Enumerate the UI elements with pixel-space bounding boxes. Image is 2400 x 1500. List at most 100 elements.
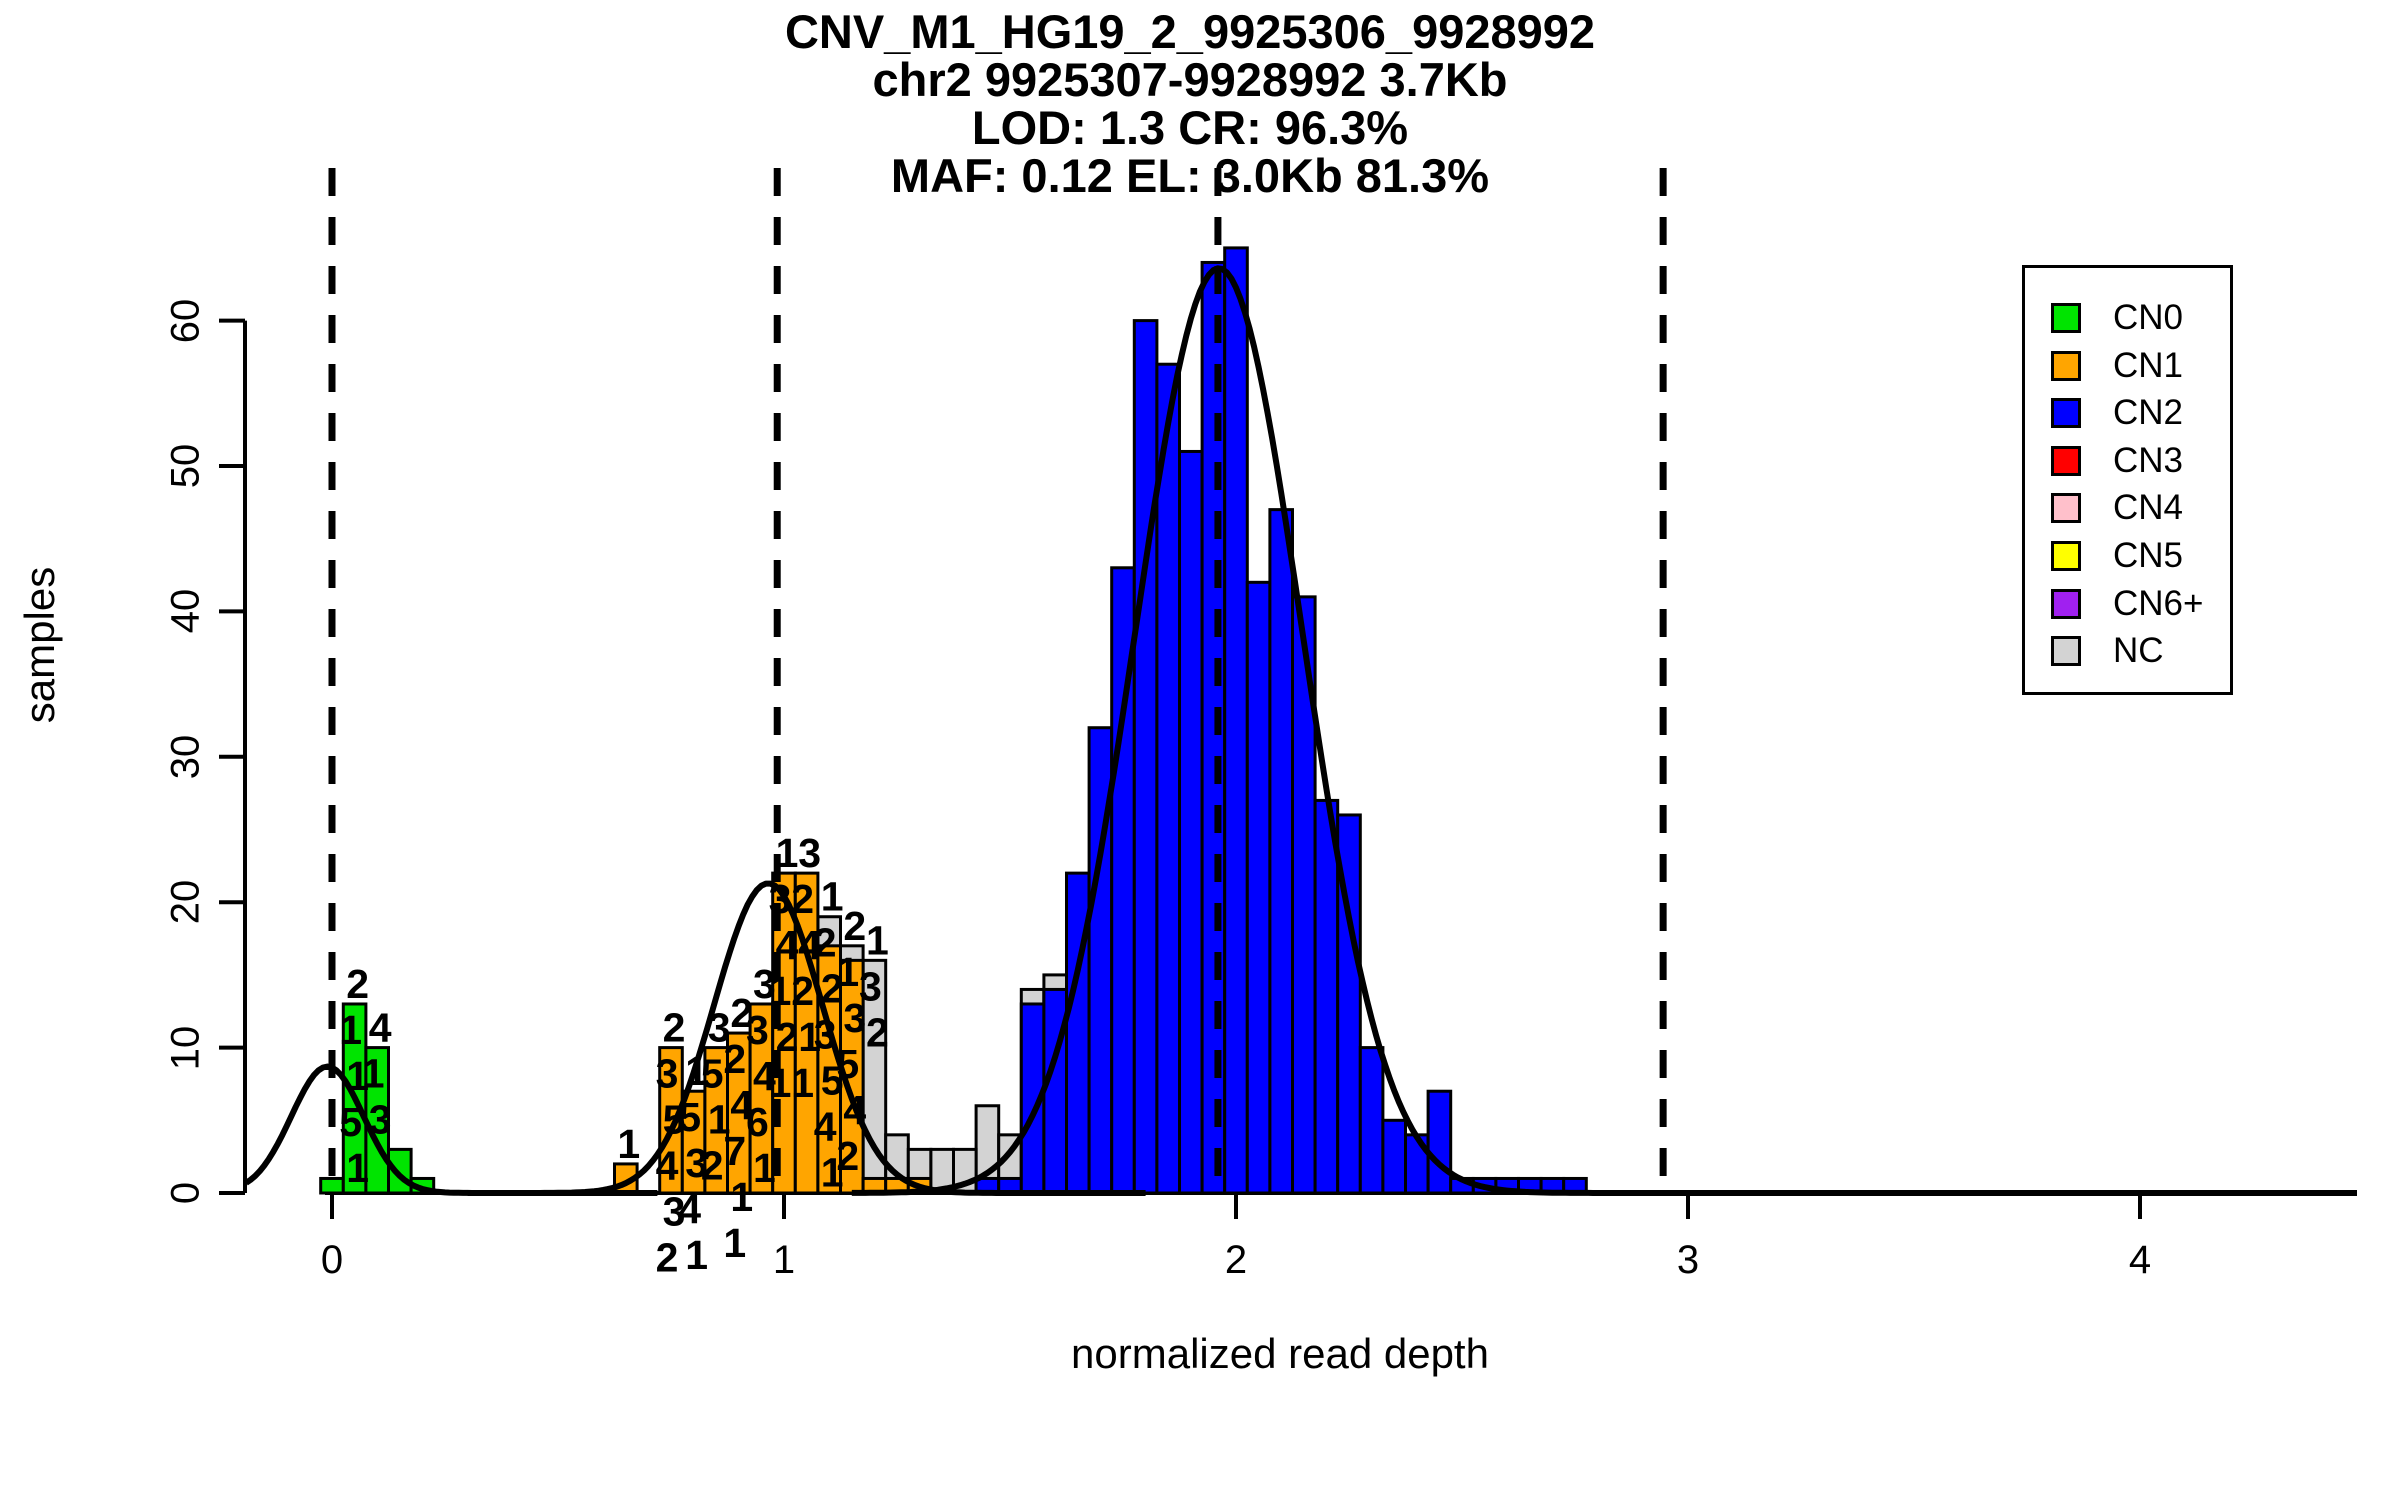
legend-swatch-CN2-icon [2051, 398, 2081, 429]
legend-label: CN3 [2113, 440, 2184, 480]
bar-count-label: 3 [859, 963, 882, 1009]
y-tick-label-40: 40 [163, 589, 208, 634]
bar-count-label: 4 [776, 922, 799, 968]
bar-count-label: 1 [617, 1121, 640, 1167]
y-tick-label-20: 20 [163, 879, 208, 925]
density-curves [244, 265, 2357, 1196]
bar-count-label: 1 [339, 1007, 362, 1053]
bar-count-label: 4 [843, 1087, 866, 1133]
bar-count-label: 7 [723, 1128, 746, 1174]
bar-count-label: 2 [723, 1036, 746, 1082]
bar-count-label: 2 [843, 903, 866, 949]
bar-count-label: 2 [663, 1005, 686, 1051]
x-tick-label-4: 4 [2128, 1238, 2152, 1282]
bar-count-label: 3 [656, 1051, 679, 1097]
histogram-bar-CN0 [319, 1176, 345, 1195]
bar-count-label: 3 [708, 1005, 731, 1051]
legend-label: CN4 [2113, 488, 2184, 528]
x-axis-label: normalized read depth [1071, 1330, 1489, 1377]
histogram-bar-CN2 [1336, 813, 1362, 1195]
bar-count-label: 1 [798, 1014, 821, 1060]
legend-swatch-CN0-icon [2051, 303, 2081, 333]
bar-count-label: 5 [821, 1058, 844, 1104]
histogram-bar-CN2 [1132, 319, 1159, 1195]
bar-count-label: 5 [836, 1041, 859, 1087]
legend-swatch-CN5-icon [2051, 541, 2081, 571]
bar-count-label: 1 [836, 949, 859, 995]
bar-count-label: 5 [678, 1094, 701, 1140]
legend-item-NC: NC [2025, 627, 2230, 675]
legend-item-CN3: CN3 [2025, 437, 2230, 485]
y-tick-label-30: 30 [163, 734, 208, 780]
bar-count-label: 1 [769, 968, 792, 1014]
bar-count-label: 2 [346, 961, 369, 1007]
x-tick-label-1: 1 [772, 1238, 796, 1282]
bar-count-label: 2 [821, 966, 844, 1012]
bar-count-label: 3 [685, 1140, 708, 1186]
histogram-bar-CN2 [1178, 449, 1204, 1195]
legend-item-CN0: CN0 [2025, 294, 2230, 342]
bar-count-label: 1 [821, 874, 844, 920]
chart-title-line4: MAF: 0.12 EL: 3.0Kb 81.3% [890, 149, 1490, 202]
bar-count-label: 1 [769, 1060, 792, 1106]
bar-count-label: 4 [369, 1005, 392, 1051]
histogram-bar-CN2 [1268, 508, 1295, 1195]
histogram-bar-CN2 [1155, 362, 1182, 1195]
histogram-bars [319, 246, 1588, 1195]
bar-count-label: 3 [769, 876, 792, 922]
chart-title-line1: CNV_M1_HG19_2_9925306_9928992 [784, 5, 1596, 58]
legend-label: NC [2113, 631, 2164, 671]
bar-count-label: 3 [814, 1012, 837, 1058]
histogram-bar-CN2 [1245, 580, 1272, 1195]
bar-count-label: 6 [746, 1099, 769, 1145]
bar-count-label: 3 [746, 1007, 769, 1053]
legend-item-CN5: CN5 [2025, 532, 2230, 580]
density-curve-CN1 [467, 880, 1146, 1196]
legend-label: CN0 [2113, 298, 2184, 337]
bar-count-label: 3 [798, 830, 821, 876]
bar-count-label: 1 [753, 1145, 776, 1191]
y-axis-label: samples [16, 566, 63, 724]
histogram-bar-CN2 [1223, 246, 1249, 1195]
bar-count-label: 2 [814, 920, 837, 966]
legend-swatch-CN4-icon [2051, 493, 2081, 524]
bar-count-label: 4 [730, 1082, 753, 1128]
bar-count-label: 1 [685, 1048, 708, 1094]
bar-count-label: 4 [678, 1186, 701, 1232]
legend-item-CN1: CN1 [2025, 342, 2230, 390]
legend-item-CN6+: CN6+ [2025, 580, 2230, 628]
density-curve-CN2 [851, 265, 2357, 1196]
bar-count-label: 2 [730, 990, 753, 1036]
legend-label: CN6+ [2113, 583, 2204, 623]
bar-count-label: 4 [798, 922, 821, 968]
bar-count-label: 3 [369, 1097, 392, 1143]
bar-count-label: 2 [776, 1014, 799, 1060]
bar-count-label: 3 [663, 1189, 686, 1235]
bar-count-label: 4 [656, 1143, 679, 1189]
bar-count-label: 3 [753, 961, 776, 1007]
legend-item-CN4: CN4 [2025, 484, 2230, 532]
legend-box: CN0 CN1 CN2 CN3 CN4 CN5 CN6+ NC [2022, 265, 2233, 695]
y-tick-label-50: 50 [163, 443, 208, 489]
bar-count-label: 1 [685, 1232, 708, 1278]
bar-count-label: 1 [346, 1053, 369, 1099]
legend-swatch-CN3-icon [2051, 445, 2081, 476]
y-tick-label-0: 0 [163, 1181, 208, 1205]
histogram-bar-CN2 [1381, 1118, 1408, 1195]
bar-count-label: 4 [814, 1104, 837, 1150]
density-curve-CN0 [244, 1063, 658, 1196]
bar-count-label: 1 [821, 1150, 844, 1196]
bar-count-label: 2 [701, 1143, 724, 1189]
histogram-bar-CN2 [1426, 1089, 1453, 1195]
bar-count-label: 1 [791, 1060, 814, 1106]
x-tick-label-2: 2 [1224, 1238, 1248, 1282]
legend-label: CN1 [2113, 345, 2184, 385]
bar-count-label: 4 [753, 1053, 776, 1099]
chart-title-line2: chr2 9925307-9928992 3.7Kb [872, 53, 1508, 106]
bar-count-label: 5 [663, 1097, 686, 1143]
legend-item-CN2: CN2 [2025, 389, 2230, 437]
bar-count-label: 2 [656, 1235, 679, 1281]
bar-count-label: 2 [791, 876, 814, 922]
